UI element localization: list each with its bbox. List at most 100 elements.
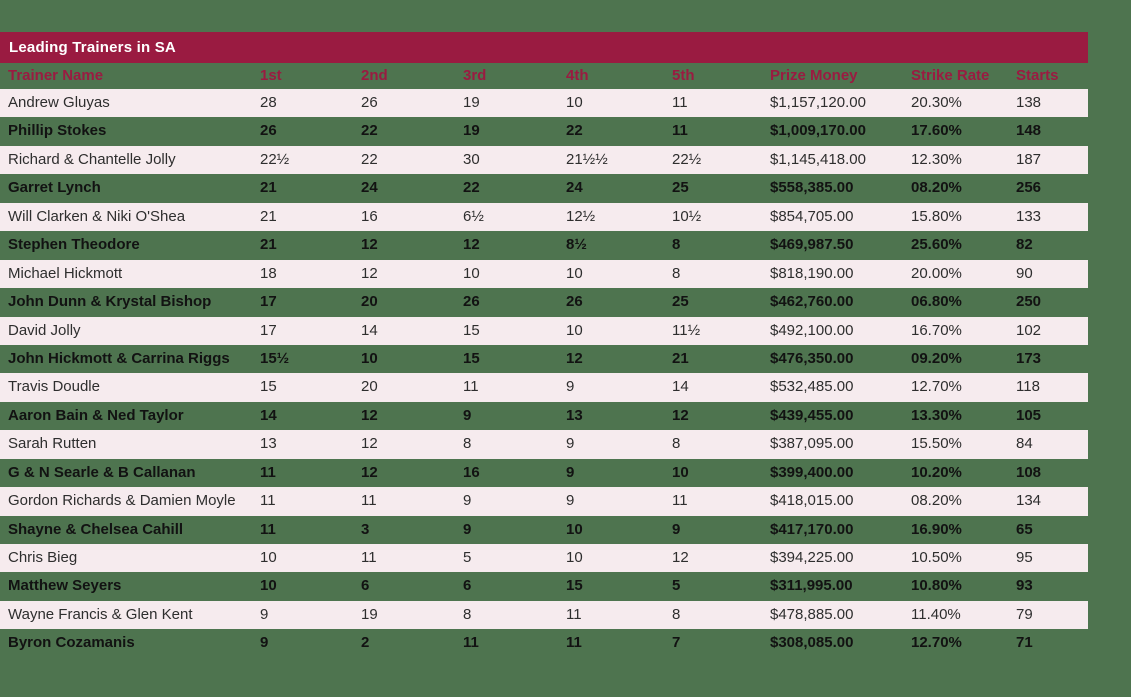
fifth-place-cell: 8 bbox=[672, 605, 681, 623]
fourth-place-cell: 9 bbox=[566, 378, 575, 396]
fourth-place-cell: 11 bbox=[566, 634, 582, 652]
second-place-cell: 19 bbox=[361, 605, 378, 623]
second-place-cell: 20 bbox=[361, 378, 378, 396]
second-place-cell: 14 bbox=[361, 321, 378, 339]
table-row: David Jolly 17 14 15 10 11½ $492,100.00 … bbox=[0, 316, 1088, 345]
strike-rate-cell: 15.80% bbox=[911, 207, 962, 225]
first-place-cell: 14 bbox=[260, 406, 277, 424]
first-place-cell: 15½ bbox=[260, 349, 290, 367]
strike-rate-cell: 10.50% bbox=[911, 549, 962, 566]
second-place-cell: 10 bbox=[361, 349, 378, 367]
prize-money-cell: $854,705.00 bbox=[770, 207, 854, 225]
third-place-cell: 15 bbox=[463, 321, 480, 339]
fifth-place-cell: 14 bbox=[672, 378, 689, 396]
fifth-place-cell: 11 bbox=[672, 122, 688, 140]
second-place-cell: 3 bbox=[361, 520, 370, 538]
starts-cell: 84 bbox=[1016, 435, 1033, 453]
first-place-cell: 28 bbox=[260, 94, 277, 111]
trainer-name-cell: John Hickmott & Carrina Riggs bbox=[8, 349, 230, 367]
fourth-place-cell: 10 bbox=[566, 549, 583, 566]
table-title-bar: Leading Trainers in SA bbox=[0, 32, 1088, 63]
table-row: Travis Doudle 15 20 11 9 14 $532,485.00 … bbox=[0, 373, 1088, 402]
first-place-cell: 10 bbox=[260, 577, 277, 595]
first-place-cell: 17 bbox=[260, 293, 277, 311]
first-place-cell: 11 bbox=[260, 463, 276, 481]
prize-money-cell: $818,190.00 bbox=[770, 264, 854, 282]
first-place-cell: 9 bbox=[260, 634, 269, 652]
fifth-place-cell: 5 bbox=[672, 577, 681, 595]
strike-rate-cell: 16.90% bbox=[911, 520, 962, 538]
starts-cell: 95 bbox=[1016, 549, 1033, 566]
second-place-cell: 12 bbox=[361, 236, 378, 254]
fourth-place-cell: 10 bbox=[566, 94, 583, 111]
second-place-cell: 6 bbox=[361, 577, 370, 595]
table-row: John Dunn & Krystal Bishop 17 20 26 26 2… bbox=[0, 288, 1088, 316]
column-header-2nd: 2nd bbox=[361, 67, 388, 84]
starts-cell: 256 bbox=[1016, 179, 1042, 197]
first-place-cell: 11 bbox=[260, 492, 276, 510]
table-row: Andrew Gluyas 28 26 19 10 11 $1,157,120.… bbox=[0, 89, 1088, 118]
prize-money-cell: $418,015.00 bbox=[770, 492, 854, 510]
column-header-1st: 1st bbox=[260, 67, 282, 84]
first-place-cell: 13 bbox=[260, 435, 277, 453]
third-place-cell: 16 bbox=[463, 463, 480, 481]
third-place-cell: 9 bbox=[463, 492, 472, 510]
second-place-cell: 22 bbox=[361, 150, 378, 168]
table-row: Richard & Chantelle Jolly 22½ 22 30 21½½… bbox=[0, 145, 1088, 175]
fifth-place-cell: 11½ bbox=[672, 321, 701, 339]
table-row: Matthew Seyers 10 6 6 15 5 $311,995.00 1… bbox=[0, 572, 1088, 600]
table-row: Byron Cozamanis 9 2 11 11 7 $308,085.00 … bbox=[0, 629, 1088, 657]
starts-cell: 82 bbox=[1016, 236, 1033, 254]
strike-rate-cell: 13.30% bbox=[911, 406, 962, 424]
trainer-name-cell: Wayne Francis & Glen Kent bbox=[8, 605, 193, 623]
fifth-place-cell: 8 bbox=[672, 264, 681, 282]
third-place-cell: 9 bbox=[463, 520, 472, 538]
prize-money-cell: $478,885.00 bbox=[770, 605, 854, 623]
second-place-cell: 20 bbox=[361, 293, 378, 311]
fourth-place-cell: 9 bbox=[566, 463, 575, 481]
trainer-name-cell: Garret Lynch bbox=[8, 179, 101, 197]
fifth-place-cell: 21 bbox=[672, 349, 689, 367]
leading-trainers-table: Leading Trainers in SA Trainer Name 1st … bbox=[0, 32, 1088, 658]
table-row: G & N Searle & B Callanan 11 12 16 9 10 … bbox=[0, 459, 1088, 487]
strike-rate-cell: 17.60% bbox=[911, 122, 962, 140]
trainer-name-cell: Sarah Rutten bbox=[8, 435, 97, 453]
strike-rate-cell: 06.80% bbox=[911, 293, 962, 311]
table-title: Leading Trainers in SA bbox=[9, 39, 176, 56]
prize-money-cell: $399,400.00 bbox=[770, 463, 854, 481]
fourth-place-cell: 8½ bbox=[566, 236, 587, 254]
table-row: Aaron Bain & Ned Taylor 14 12 9 13 12 $4… bbox=[0, 402, 1088, 430]
strike-rate-cell: 10.80% bbox=[911, 577, 962, 595]
trainer-name-cell: Aaron Bain & Ned Taylor bbox=[8, 406, 184, 424]
prize-money-cell: $558,385.00 bbox=[770, 179, 854, 197]
first-place-cell: 17 bbox=[260, 321, 277, 339]
fourth-place-cell: 9 bbox=[566, 492, 575, 510]
third-place-cell: 10 bbox=[463, 264, 480, 282]
strike-rate-cell: 12.70% bbox=[911, 378, 962, 396]
prize-money-cell: $462,760.00 bbox=[770, 293, 854, 311]
starts-cell: 133 bbox=[1016, 207, 1042, 225]
column-header-prize-money: Prize Money bbox=[770, 67, 858, 84]
fourth-place-cell: 21½½ bbox=[566, 150, 608, 168]
prize-money-cell: $417,170.00 bbox=[770, 520, 854, 538]
table-row: Garret Lynch 21 24 22 24 25 $558,385.00 … bbox=[0, 174, 1088, 202]
starts-cell: 102 bbox=[1016, 321, 1042, 339]
trainer-name-cell: Phillip Stokes bbox=[8, 122, 107, 140]
table-row: John Hickmott & Carrina Riggs 15½ 10 15 … bbox=[0, 345, 1088, 373]
prize-money-cell: $469,987.50 bbox=[770, 236, 854, 254]
strike-rate-cell: 25.60% bbox=[911, 236, 962, 254]
fifth-place-cell: 10½ bbox=[672, 207, 702, 225]
trainer-name-cell: Andrew Gluyas bbox=[8, 94, 110, 111]
fifth-place-cell: 22½ bbox=[672, 150, 702, 168]
fourth-place-cell: 11 bbox=[566, 605, 582, 623]
table-row: Stephen Theodore 21 12 12 8½ 8 $469,987.… bbox=[0, 231, 1088, 259]
fourth-place-cell: 10 bbox=[566, 520, 583, 538]
column-header-4th: 4th bbox=[566, 67, 589, 84]
starts-cell: 93 bbox=[1016, 577, 1033, 595]
table-row: Phillip Stokes 26 22 19 22 11 $1,009,170… bbox=[0, 117, 1088, 145]
trainer-name-cell: Byron Cozamanis bbox=[8, 634, 135, 652]
second-place-cell: 11 bbox=[361, 492, 377, 510]
column-header-strike-rate: Strike Rate bbox=[911, 67, 990, 84]
third-place-cell: 6 bbox=[463, 577, 472, 595]
starts-cell: 187 bbox=[1016, 150, 1042, 168]
